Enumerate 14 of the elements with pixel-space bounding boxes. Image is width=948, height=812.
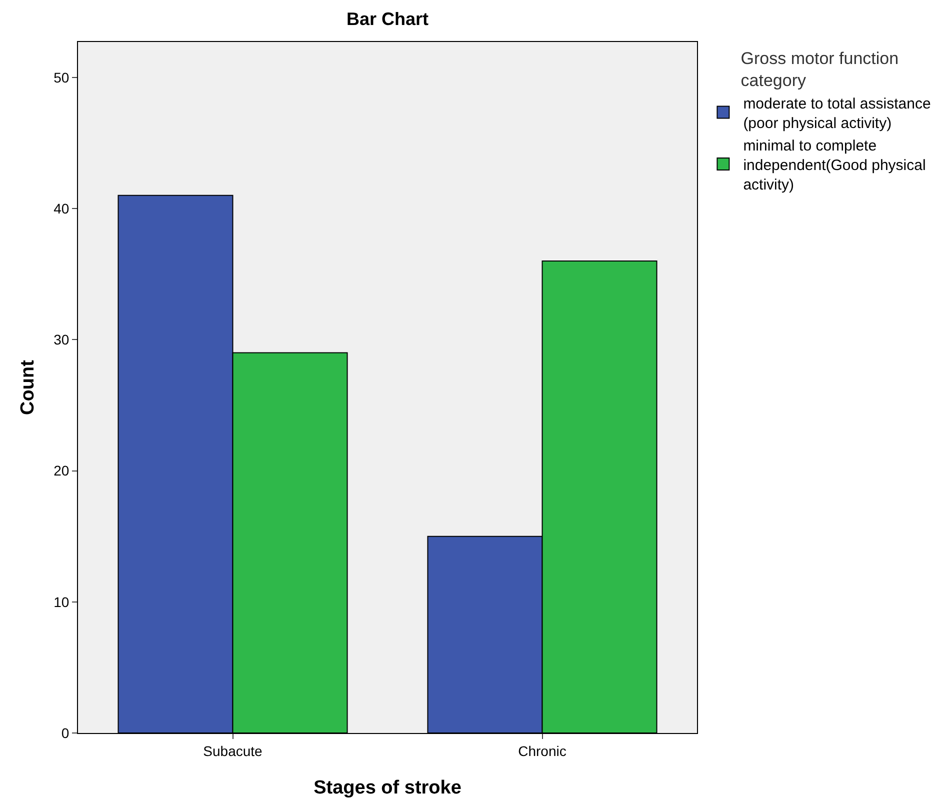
y-axis-title: Count xyxy=(17,359,38,415)
y-tick-label: 20 xyxy=(54,462,70,479)
y-tick-label: 50 xyxy=(54,69,70,86)
x-axis-title: Stages of stroke xyxy=(314,778,462,799)
y-tick-label: 10 xyxy=(54,594,70,610)
legend-title: Gross motor function category xyxy=(740,49,899,90)
legend-label: minimal to complete independent(Good physical activity) xyxy=(743,137,926,194)
chart-title: Bar Chart xyxy=(346,8,429,29)
x-tick-label: Chronic xyxy=(518,742,566,759)
y-tick-label: 40 xyxy=(54,200,70,216)
y-tick-label: 0 xyxy=(61,724,70,741)
y-tick-label: 30 xyxy=(54,332,70,348)
x-tick-label: Subacute xyxy=(203,742,263,759)
legend-label: moderate to total assistance (poor physical activity) xyxy=(743,95,931,132)
